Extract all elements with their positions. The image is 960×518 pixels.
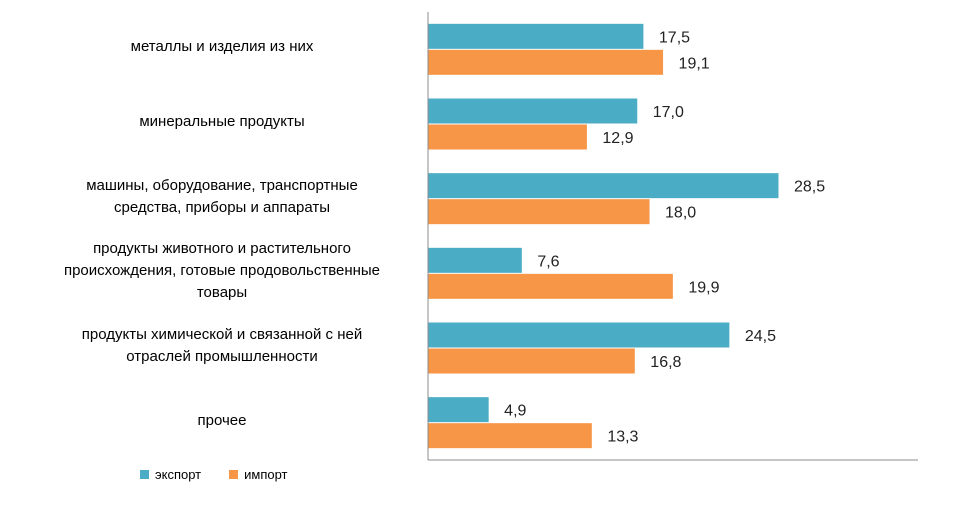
bar-import-2 (428, 199, 650, 225)
value-label-import-4: 16,8 (650, 354, 681, 371)
bar-export-1 (428, 98, 638, 124)
legend: экспорт импорт (140, 467, 288, 482)
value-label-export-3: 7,6 (537, 253, 559, 270)
bar-import-0 (428, 49, 664, 75)
bar-export-5 (428, 397, 489, 423)
legend-swatch-export (140, 470, 149, 479)
bars-group (428, 23, 779, 449)
bar-import-5 (428, 423, 592, 449)
value-label-import-3: 19,9 (688, 279, 719, 296)
category-label-5: прочее (32, 410, 412, 432)
value-label-export-1: 17,0 (653, 104, 684, 121)
value-label-import-0: 19,1 (679, 55, 710, 72)
category-label-line: металлы и изделия из них (130, 38, 314, 56)
bar-export-0 (428, 23, 644, 49)
category-label-1: минеральные продукты (32, 111, 412, 133)
bar-import-3 (428, 273, 673, 299)
category-label-line: прочее (197, 411, 247, 429)
legend-label-import: импорт (244, 467, 288, 482)
bar-export-4 (428, 322, 730, 348)
value-label-import-1: 12,9 (602, 130, 633, 147)
category-label-3: продукты животного и растительного происх… (32, 238, 412, 304)
category-label-0: металлы и изделия из них (32, 36, 412, 58)
bar-import-4 (428, 348, 635, 374)
category-label-2: машины, оборудование, транспортные средст… (32, 175, 412, 219)
category-label-line: продукты химической и связанной с ней (81, 326, 363, 343)
category-label-line: машины, оборудование, транспортные (86, 176, 358, 194)
value-label-export-5: 4,9 (504, 403, 526, 420)
value-label-export-0: 17,5 (659, 29, 690, 46)
category-label-line: минеральные продукты (139, 113, 305, 130)
legend-item-export: экспорт (140, 467, 201, 482)
value-labels-group: 17,5 19,1 17,0 12,9 28,5 18,0 7,6 19,9 24,5 16,8 4… (504, 29, 825, 445)
category-label-line: продукты животного и растительного (93, 240, 351, 258)
bar-import-1 (428, 124, 587, 150)
category-label-line: средства, приборы и аппараты (113, 198, 330, 216)
category-label-line: товары (196, 284, 248, 302)
legend-swatch-import (229, 470, 239, 479)
bar-export-2 (428, 173, 779, 199)
value-label-export-2: 28,5 (794, 179, 825, 196)
legend-item-import: импорт (229, 467, 288, 482)
bar-export-3 (428, 247, 522, 273)
category-label-4: продукты химической и связанной с ней отр… (32, 324, 412, 368)
category-label-line: происхождения, готовые продовольственные (63, 262, 381, 280)
value-label-import-5: 13,3 (607, 429, 638, 446)
value-label-export-4: 24,5 (745, 328, 776, 345)
legend-label-export: экспорт (155, 467, 202, 482)
value-label-import-2: 18,0 (665, 205, 696, 222)
category-label-line: отраслей промышленности (126, 348, 318, 365)
